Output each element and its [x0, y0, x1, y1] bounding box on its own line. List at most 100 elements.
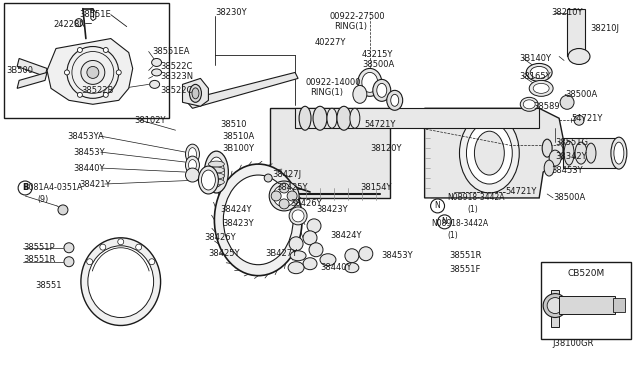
- Ellipse shape: [313, 106, 327, 130]
- Text: J38100GR: J38100GR: [552, 339, 593, 348]
- Ellipse shape: [186, 144, 200, 164]
- Ellipse shape: [524, 100, 535, 109]
- Circle shape: [64, 257, 74, 267]
- Ellipse shape: [359, 247, 373, 261]
- Ellipse shape: [273, 185, 295, 207]
- Circle shape: [574, 115, 584, 125]
- Ellipse shape: [467, 122, 512, 184]
- Text: 38426Y: 38426Y: [204, 233, 236, 242]
- Bar: [613, 298, 625, 311]
- Circle shape: [58, 205, 68, 215]
- Bar: [567, 9, 585, 57]
- Ellipse shape: [192, 88, 199, 99]
- Ellipse shape: [614, 142, 624, 164]
- Ellipse shape: [564, 141, 574, 165]
- Text: 40227Y: 40227Y: [315, 38, 346, 47]
- Ellipse shape: [81, 238, 161, 326]
- Ellipse shape: [358, 68, 382, 96]
- Text: 38424Y: 38424Y: [330, 231, 362, 240]
- Ellipse shape: [529, 80, 553, 96]
- Text: B: B: [22, 183, 28, 192]
- Text: N0B918-3442A: N0B918-3442A: [447, 193, 505, 202]
- Circle shape: [75, 19, 83, 26]
- Text: 3B427Y: 3B427Y: [265, 249, 298, 258]
- Text: 38423Y: 38423Y: [316, 205, 348, 214]
- Ellipse shape: [269, 181, 299, 211]
- Text: 38154Y: 38154Y: [360, 183, 391, 192]
- Circle shape: [560, 95, 574, 109]
- Circle shape: [438, 215, 451, 229]
- Ellipse shape: [303, 258, 317, 270]
- Text: 43215Y: 43215Y: [362, 50, 393, 59]
- Text: 00922-14000: 00922-14000: [305, 78, 360, 87]
- Ellipse shape: [373, 79, 391, 101]
- Text: 38510A: 38510A: [222, 132, 255, 141]
- Polygon shape: [295, 108, 539, 128]
- Ellipse shape: [533, 83, 549, 93]
- Text: 00922-27500: 00922-27500: [330, 12, 385, 21]
- Ellipse shape: [460, 113, 519, 193]
- Ellipse shape: [198, 166, 218, 194]
- Text: 38453YA: 38453YA: [67, 132, 104, 141]
- Polygon shape: [17, 73, 47, 89]
- Circle shape: [149, 259, 155, 265]
- Ellipse shape: [223, 175, 293, 265]
- Circle shape: [279, 199, 289, 209]
- Ellipse shape: [526, 64, 552, 81]
- Circle shape: [86, 259, 93, 265]
- Ellipse shape: [575, 142, 587, 164]
- Circle shape: [136, 244, 141, 250]
- Ellipse shape: [204, 151, 228, 193]
- Ellipse shape: [568, 48, 590, 64]
- Circle shape: [431, 199, 445, 213]
- Text: 38424Y: 38424Y: [220, 205, 252, 214]
- Ellipse shape: [189, 148, 196, 161]
- Text: 38522C: 38522C: [161, 86, 193, 95]
- Circle shape: [116, 70, 121, 75]
- Text: 38522C: 38522C: [161, 62, 193, 71]
- Ellipse shape: [209, 179, 225, 185]
- Text: 38423Y: 38423Y: [222, 219, 254, 228]
- Circle shape: [103, 48, 108, 52]
- Text: 38500A: 38500A: [553, 193, 586, 202]
- Ellipse shape: [387, 90, 403, 110]
- Ellipse shape: [289, 207, 307, 225]
- Text: 38551F: 38551F: [449, 265, 481, 274]
- Polygon shape: [186, 73, 298, 108]
- Bar: [541, 262, 631, 339]
- Polygon shape: [17, 58, 47, 76]
- Text: (9): (9): [37, 195, 48, 205]
- Bar: [270, 108, 390, 198]
- Ellipse shape: [150, 80, 159, 89]
- Text: 38551G: 38551G: [555, 138, 588, 147]
- Text: 54721Y: 54721Y: [506, 187, 537, 196]
- Text: 38230Y: 38230Y: [216, 8, 247, 17]
- Ellipse shape: [289, 237, 303, 251]
- Text: 38440Y: 38440Y: [73, 164, 104, 173]
- Text: 38453Y: 38453Y: [382, 251, 413, 260]
- Text: 38342Y: 38342Y: [555, 152, 587, 161]
- Ellipse shape: [307, 219, 321, 233]
- Ellipse shape: [309, 243, 323, 257]
- Ellipse shape: [186, 168, 200, 182]
- Ellipse shape: [81, 61, 105, 84]
- Ellipse shape: [542, 139, 552, 157]
- Ellipse shape: [209, 173, 225, 179]
- Text: 38210Y: 38210Y: [551, 8, 582, 17]
- Bar: [551, 290, 559, 327]
- Circle shape: [77, 92, 83, 97]
- Ellipse shape: [327, 108, 337, 128]
- Text: (1): (1): [447, 231, 458, 240]
- Ellipse shape: [303, 231, 317, 245]
- Ellipse shape: [152, 58, 161, 67]
- Circle shape: [100, 244, 106, 250]
- Ellipse shape: [152, 69, 161, 76]
- Circle shape: [271, 191, 281, 201]
- Text: 38453Y: 38453Y: [551, 166, 583, 174]
- Polygon shape: [424, 108, 563, 198]
- Text: 54721Y: 54721Y: [571, 114, 602, 123]
- Ellipse shape: [290, 251, 306, 261]
- Circle shape: [118, 239, 124, 245]
- Ellipse shape: [292, 210, 304, 222]
- Text: N: N: [435, 201, 440, 211]
